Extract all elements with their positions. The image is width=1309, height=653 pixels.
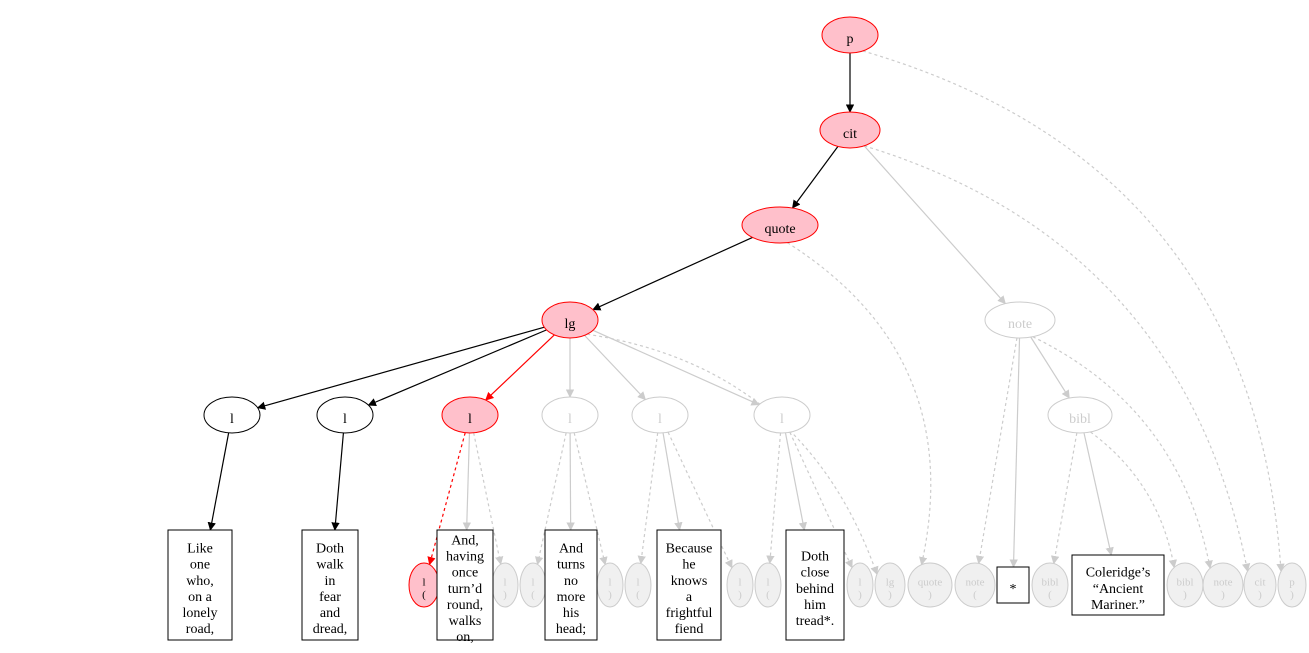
node-bibl: bibl — [1048, 397, 1112, 433]
node-label-bibl: bibl — [1069, 412, 1091, 427]
node-note: note — [985, 302, 1055, 338]
edge-quote-c9 — [787, 243, 930, 565]
node-label-note: note — [1008, 317, 1032, 332]
node-cit: cit — [820, 112, 880, 148]
node-label-l2: l — [343, 412, 347, 427]
node-l2: l — [317, 397, 373, 433]
node-t2: Dothwalkinfearanddread, — [302, 530, 358, 640]
node-c1: l) — [492, 563, 518, 607]
node-c10: note( — [955, 563, 995, 607]
node-t1: Likeonewho,on alonelyroad, — [168, 530, 232, 640]
node-label-l6: l — [780, 412, 784, 427]
edge-lg-l3 — [486, 335, 555, 400]
node-c4: l( — [625, 563, 651, 607]
edge-p-c15 — [863, 51, 1281, 571]
edge-lg-l1 — [258, 327, 545, 408]
tree-graph: pcitquotelgnotebibllllllll(l)l(l)l(l)l(l… — [0, 0, 1309, 653]
node-c12: bibl) — [1167, 563, 1203, 607]
edge-l2-t2 — [335, 433, 344, 530]
edge-lg-l6 — [593, 330, 759, 404]
node-label-l4: l — [568, 412, 572, 427]
nodes-layer: pcitquotelgnotebibllllllll(l)l(l)l(l)l(l… — [168, 17, 1306, 645]
node-c7: l) — [847, 563, 873, 607]
node-label-quote: quote — [764, 222, 795, 237]
node-lo: l( — [409, 563, 439, 607]
node-label-t3: And,havingonceturn’dround,walkson, — [446, 534, 484, 646]
node-label-t8: Coleridge’s“AncientMariner.” — [1086, 566, 1151, 613]
edge-note-t7 — [1013, 338, 1019, 567]
edge-l4-t4 — [570, 433, 571, 530]
node-c11: bibl( — [1032, 563, 1068, 607]
node-c8: lg) — [875, 563, 905, 607]
node-label-l5: l — [658, 412, 662, 427]
edge-l5-t5 — [663, 433, 680, 530]
node-c13: note) — [1203, 563, 1243, 607]
edge-cit-quote — [793, 146, 838, 208]
node-c15: p) — [1278, 563, 1306, 607]
node-l4: l — [542, 397, 598, 433]
node-c3: l) — [597, 563, 623, 607]
node-label-cit: cit — [843, 127, 857, 142]
node-t5: Becauseheknowsafrightfulfiend — [657, 530, 721, 640]
node-label-t6: Dothclosebehindhimtread*. — [796, 550, 834, 629]
edge-note-c10 — [979, 338, 1017, 563]
node-label-t7: * — [1010, 582, 1017, 597]
node-c9: quote) — [908, 563, 952, 607]
edge-bibl-c11 — [1054, 433, 1077, 564]
node-label-p: p — [847, 32, 854, 47]
edge-cit-note — [864, 146, 1005, 304]
node-t3: And,havingonceturn’dround,walkson, — [437, 530, 493, 645]
node-c14: cit) — [1244, 563, 1276, 607]
node-t8: Coleridge’s“AncientMariner.” — [1072, 555, 1164, 615]
node-quote: quote — [742, 207, 818, 243]
node-t7: * — [997, 567, 1029, 603]
node-label-lg: lg — [565, 317, 576, 332]
node-p: p — [822, 17, 878, 53]
edge-l6-t6 — [785, 433, 804, 530]
edge-l5-c4 — [641, 433, 658, 564]
node-l6: l — [754, 397, 810, 433]
node-l1: l — [204, 397, 260, 433]
node-label-l1: l — [230, 412, 234, 427]
edge-quote-lg — [593, 237, 753, 309]
node-t6: Dothclosebehindhimtread*. — [786, 530, 844, 640]
node-t4: Andturnsnomorehishead; — [545, 530, 597, 640]
node-c2: l( — [520, 563, 546, 607]
edge-l6-c6 — [770, 433, 781, 563]
node-l5: l — [632, 397, 688, 433]
node-lg: lg — [542, 302, 598, 338]
edges-layer — [210, 51, 1281, 574]
edge-l3-t3 — [467, 433, 470, 530]
node-label-t4: Andturnsnomorehishead; — [556, 542, 586, 638]
edge-l1-t1 — [210, 433, 228, 530]
edge-bibl-t8 — [1084, 433, 1111, 555]
node-l3: l — [442, 397, 498, 433]
node-label-l3: l — [468, 412, 472, 427]
node-c5: l) — [727, 563, 753, 607]
edge-bibl-c12 — [1091, 432, 1175, 567]
node-c6: l( — [755, 563, 781, 607]
